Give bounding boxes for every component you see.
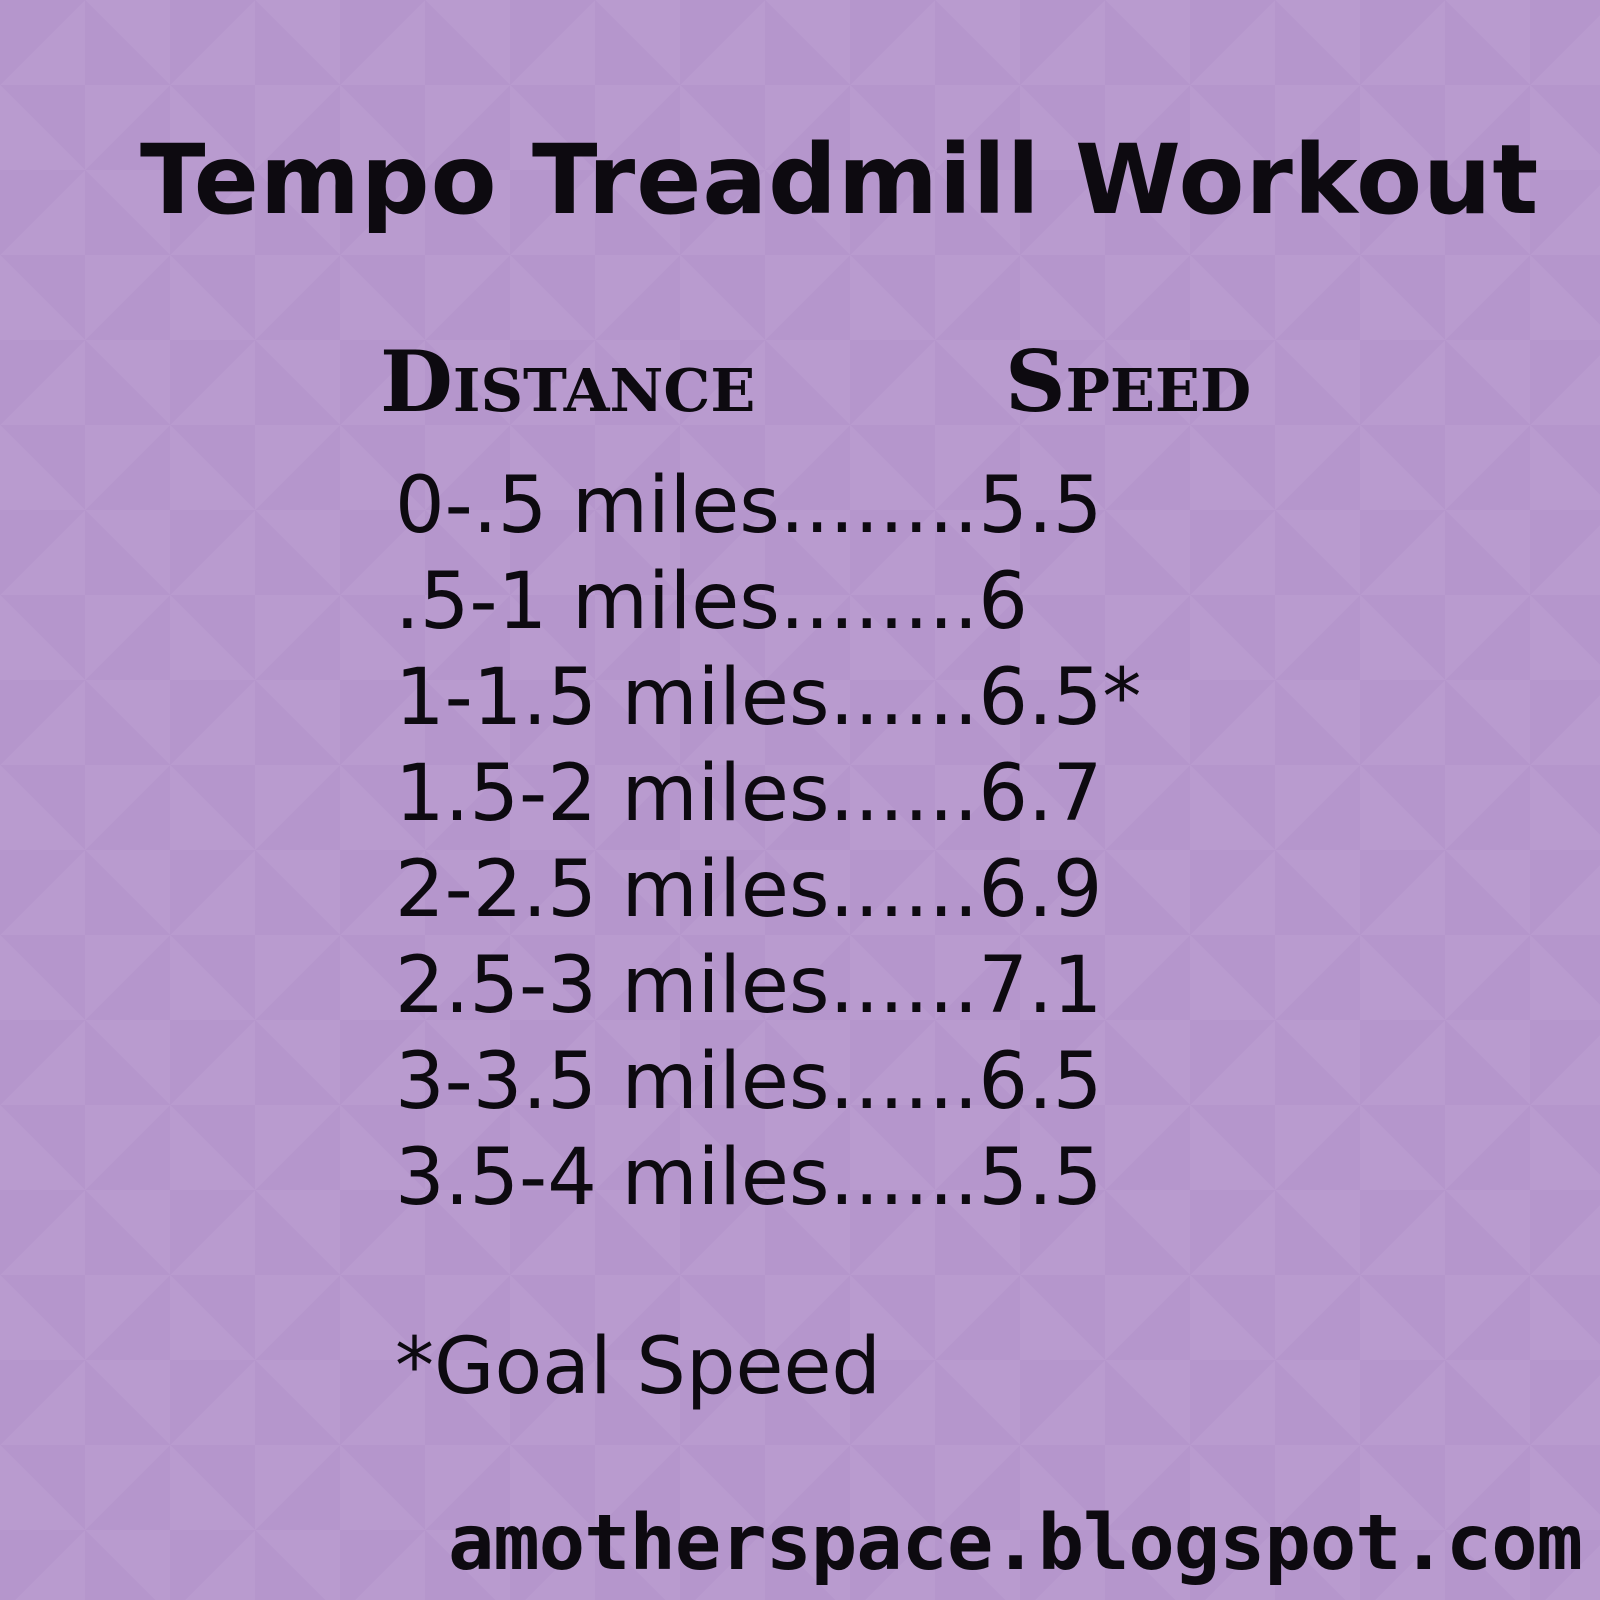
distance-column-header: Distance: [380, 332, 756, 431]
list-item: 1-1.5 miles......6.5*: [395, 653, 1142, 743]
list-item: 1.5-2 miles......6.7: [395, 749, 1103, 839]
page-title: Tempo Treadmill Workout: [140, 124, 1540, 236]
goal-speed-footnote: *Goal Speed: [395, 1322, 881, 1412]
list-item: 3-3.5 miles......6.5: [395, 1037, 1103, 1127]
list-item: .5-1 miles........6: [395, 557, 1028, 647]
list-item: 2.5-3 miles......7.1: [395, 941, 1103, 1031]
speed-column-header: Speed: [1005, 332, 1252, 431]
list-item: 2-2.5 miles......6.9: [395, 845, 1103, 935]
list-item: 3.5-4 miles......5.5: [395, 1133, 1103, 1223]
site-watermark: amotherspace.blogspot.com: [448, 1499, 1583, 1588]
list-item: 0-.5 miles........5.5: [395, 461, 1103, 551]
workout-intervals-list: 0-.5 miles........5.5 .5-1 miles........…: [395, 458, 1141, 1226]
